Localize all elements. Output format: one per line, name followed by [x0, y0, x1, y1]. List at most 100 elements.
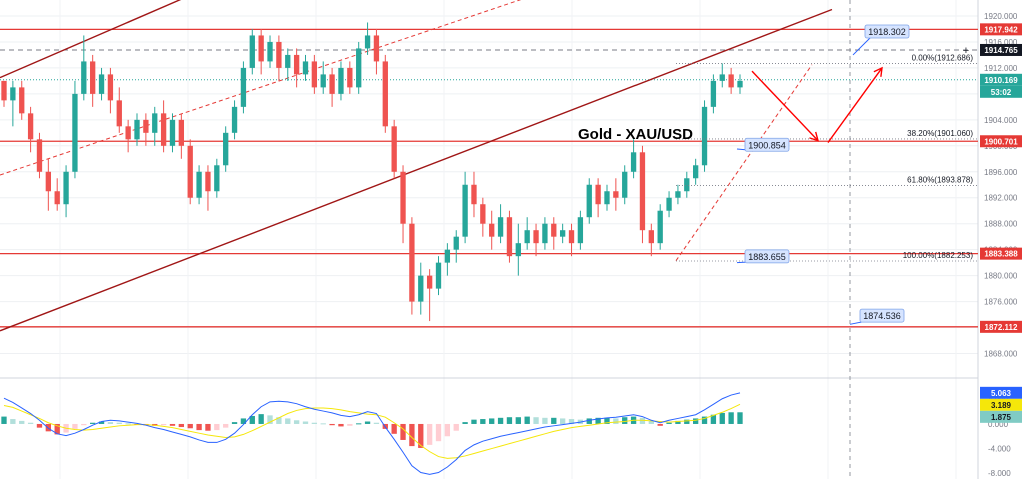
candle-body [205, 171, 211, 192]
candle-body [356, 48, 362, 88]
callout-box [744, 137, 790, 152]
candle-body [435, 262, 442, 289]
candle-body [116, 100, 122, 127]
fib-level-label: 0.00%(1912.686) [912, 53, 974, 62]
candle-body [36, 139, 43, 172]
level-label: 1917.942 [984, 25, 1018, 34]
candle-body [701, 106, 708, 166]
candle-body [613, 191, 619, 198]
macd-histogram-bar [648, 420, 654, 424]
macd-histogram-bar [515, 417, 521, 424]
callout-pointer [852, 36, 872, 56]
macd-histogram-bar [178, 423, 185, 428]
up-arrow-head [873, 66, 883, 77]
macd-histogram-bar [267, 415, 273, 424]
macd-histogram-bar [81, 423, 87, 426]
price-tick-label: 1868.000 [984, 350, 1018, 359]
candle-body [506, 217, 513, 257]
horizontal-levels [0, 28, 978, 328]
fib-level-label: 100.00%(1882.253) [903, 251, 974, 260]
level-tag [980, 135, 1022, 148]
candle-body [338, 67, 344, 94]
macd-histogram-bar [329, 423, 335, 426]
macd-tick-label: 0.000 [988, 420, 1009, 429]
macd-histogram-bar [223, 423, 229, 428]
crosshair-price-tag [980, 43, 1022, 56]
candle-body [524, 230, 530, 244]
level-label: 1872.112 [985, 323, 1018, 332]
candle-body [347, 67, 353, 88]
add-alert-icon[interactable]: + [963, 45, 969, 57]
price-tick-label: 1876.000 [984, 298, 1018, 307]
macd-histogram-bar [542, 417, 548, 424]
candles [1, 22, 743, 322]
candle-body [515, 243, 521, 257]
candle-body [169, 119, 176, 146]
callout-label: 1874.536 [863, 311, 901, 321]
macd-histogram-bar [356, 423, 362, 425]
fibonacci-labels: 0.00%(1912.686) 38.20%(1901.060) 61.80%(18… [676, 53, 978, 262]
price-tick-label: 1892.000 [984, 194, 1018, 203]
macd-histogram-bar [214, 423, 220, 431]
candle-body [418, 275, 424, 302]
macd-histogram-bar [320, 423, 326, 425]
candle-body [595, 184, 601, 205]
callout-box [864, 24, 910, 39]
candle-body [258, 35, 264, 62]
candle-body [462, 184, 468, 237]
candle-body [98, 74, 105, 94]
macd-histogram-bar [471, 419, 477, 424]
candle-body [453, 236, 459, 250]
candle-body [622, 171, 628, 198]
candle-body [81, 61, 87, 94]
macd-histogram-bar [622, 417, 628, 424]
macd-histogram-bar [98, 421, 105, 424]
macd-histogram-bar [426, 423, 433, 445]
candle-body [684, 178, 690, 192]
macd-histogram-bar [285, 418, 291, 424]
candle-body [125, 126, 131, 140]
macd-histogram-bar [559, 418, 566, 424]
candle-body [240, 67, 247, 107]
candle-body [480, 204, 486, 224]
macd-histogram-bar [90, 422, 96, 424]
candle-body [728, 74, 734, 88]
macd-signal-line [3, 403, 741, 459]
macd-histogram-bar [36, 423, 43, 428]
candle-body [737, 80, 743, 88]
macd-histogram-bar [10, 419, 16, 424]
level-tag [980, 23, 1022, 36]
price-tick-label: 1888.000 [984, 220, 1018, 229]
candle-body [630, 152, 637, 172]
candle-body [391, 126, 397, 172]
macd-histogram-bar [116, 422, 122, 424]
histogram-value-tag [980, 410, 1022, 423]
macd-histogram-bar [719, 412, 725, 424]
macd-histogram-bar [506, 417, 513, 424]
price-tick-label: 1912.000 [984, 64, 1018, 73]
macd-histogram-bar [444, 423, 451, 437]
macd-histogram-bar [418, 423, 424, 448]
fib-level-label: 61.80%(1893.878) [907, 176, 973, 185]
signal-value-label: 3.189 [991, 401, 1012, 410]
candle-body [675, 191, 681, 198]
candle-body [657, 210, 663, 244]
candle-body [719, 74, 725, 81]
candle-body [134, 119, 140, 140]
candle-body [542, 223, 548, 244]
price-axis[interactable]: 1920.0001916.0001912.0001908.0001904.000… [963, 0, 1024, 479]
price-tick-label: 1880.000 [984, 272, 1018, 281]
callout-box [744, 249, 790, 264]
candle-body [276, 41, 282, 68]
candle-body [693, 165, 699, 179]
macd-histogram-bar [196, 423, 202, 431]
candle-body [639, 152, 646, 231]
macd-histogram-bar [657, 423, 663, 426]
macd-histogram-bar [187, 423, 193, 429]
macd-histogram-bar [293, 420, 300, 424]
macd-histogram-bar [435, 423, 442, 442]
candle-body [90, 61, 96, 94]
fib-level-label: 38.20%(1901.060) [907, 129, 973, 138]
macd-value-tag [980, 386, 1022, 399]
